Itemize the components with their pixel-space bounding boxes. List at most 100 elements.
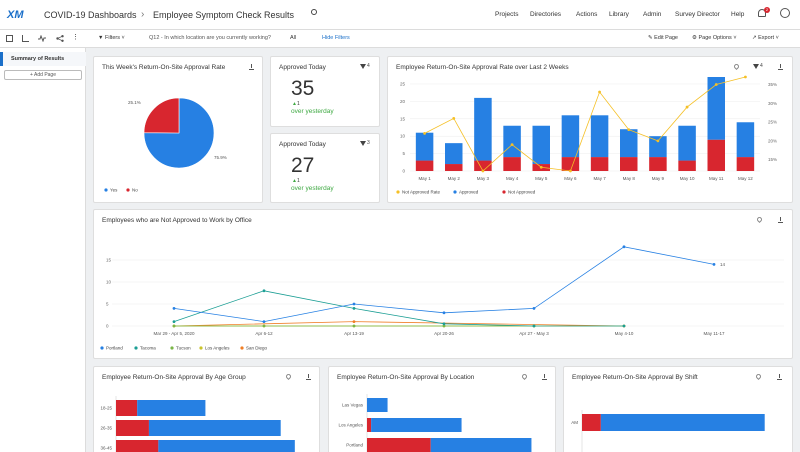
download-icon[interactable] [778, 217, 783, 223]
legend-dot [240, 346, 244, 350]
chevron-down-icon: ˅ [775, 35, 779, 41]
hide-filters-link[interactable]: Hide Filters [322, 35, 350, 41]
bar-segment [600, 414, 765, 431]
legend-label: San Diego [246, 346, 268, 351]
filter-question[interactable]: Q12 - In which location are you currentl… [149, 35, 271, 41]
bell-icon[interactable] [758, 9, 766, 17]
x-tick-label: Apr 6-12 [255, 331, 273, 336]
legend-dot [199, 346, 203, 350]
export-icon: ↗ [752, 35, 757, 41]
download-icon[interactable] [542, 374, 547, 380]
filter-icon[interactable] [360, 64, 366, 69]
bar-segment [137, 400, 206, 416]
export-button[interactable]: ↗ Export ˅ [752, 35, 779, 41]
category-label: Portland [346, 443, 363, 448]
approval-by-age-widget: Employee Return-On-Site Approval By Age … [93, 366, 320, 452]
bar-segment [116, 440, 159, 452]
sidebar-item-summary[interactable]: Summary of Results [0, 52, 86, 66]
bar-not-approved [707, 139, 725, 171]
rate-point [452, 116, 456, 120]
layout-icon[interactable] [6, 35, 13, 42]
series-point [352, 320, 356, 323]
download-icon[interactable] [306, 374, 311, 380]
series-point [172, 320, 176, 323]
legend-dot [453, 190, 457, 194]
more-icon[interactable]: ⋮ [72, 34, 79, 41]
x-tick-label: Mar 29 - Apr 5, 2020 [153, 331, 195, 336]
download-icon[interactable] [778, 64, 783, 70]
edit-page-button[interactable]: ✎ Edit Page [648, 35, 678, 41]
bar-segment [148, 420, 281, 436]
y-tick-label: 15 [106, 258, 112, 263]
share-icon[interactable] [56, 35, 64, 42]
legend-dot [502, 190, 506, 194]
breadcrumb-dashboards[interactable]: COVID-19 Dashboards [44, 10, 137, 20]
series-point [532, 307, 536, 310]
bar-segment [116, 400, 138, 416]
legend-label: Portland [106, 346, 123, 351]
pulse-icon[interactable] [38, 34, 46, 43]
nav-actions[interactable]: Actions [576, 11, 598, 18]
series-point [712, 263, 716, 266]
x-tick-label: May 3 [477, 176, 490, 181]
series-point [442, 324, 446, 328]
bar-not-approved [561, 157, 580, 171]
legend-dot-yes [104, 188, 108, 192]
y-tick-label: 20 [400, 99, 406, 104]
bar-segment [158, 440, 295, 452]
nav-projects[interactable]: Projects [495, 11, 519, 18]
bar-segment [116, 420, 149, 436]
filter-count: 4 [367, 63, 370, 69]
rate-point [598, 90, 601, 94]
pie-chart: 75.9% 25.1% Yes No [104, 97, 227, 193]
delta-label: over yesterday [291, 185, 334, 192]
download-icon[interactable] [777, 374, 782, 380]
series-point [532, 324, 536, 328]
not-approved-by-office-widget: Employees who are Not Approved to Work b… [93, 209, 793, 359]
bar-segment [367, 418, 372, 432]
chart-icon[interactable] [22, 35, 29, 42]
filter-icon[interactable] [753, 64, 759, 69]
delta-value: 1 [297, 178, 300, 184]
nav-survey-director[interactable]: Survey Director [675, 11, 720, 18]
category-label: 36-45 [100, 446, 112, 451]
legend-dot-no [126, 188, 130, 192]
x-tick-label: May 12 [738, 176, 753, 181]
x-tick-label: May 4-10 [615, 331, 634, 336]
series-point [622, 324, 626, 328]
bar-approved [678, 125, 696, 161]
nav-library[interactable]: Library [609, 11, 629, 18]
legend-dot [396, 190, 400, 194]
y-tick-label: 0 [402, 169, 405, 174]
widget-title: Employee Return-On-Site Approval By Shif… [572, 374, 698, 381]
x-tick-label: May 5 [535, 176, 548, 181]
filter-icon[interactable] [360, 141, 366, 146]
legend-label: Tacoma [140, 346, 156, 351]
series-point [442, 322, 446, 326]
bar-approved [415, 132, 434, 161]
filters-dropdown[interactable]: ▼ Filters ˅ [98, 35, 125, 41]
bar-segment [371, 418, 462, 432]
series-point [262, 320, 266, 323]
nav-help[interactable]: Help [731, 11, 745, 18]
xm-logo[interactable]: XM [7, 9, 24, 21]
filter-value[interactable]: All [290, 35, 297, 41]
legend-label: Not Approved [508, 190, 536, 195]
y-tick-label: 0 [106, 324, 109, 329]
legend-label: Tucson [176, 346, 191, 351]
add-page-button[interactable]: + Add Page [4, 70, 82, 80]
nav-directories[interactable]: Directories [530, 11, 562, 18]
nav-admin[interactable]: Admin [643, 11, 662, 18]
series-point [172, 324, 176, 328]
page-options-button[interactable]: ⚙ Page Options ˅ [692, 35, 737, 41]
user-icon[interactable] [780, 8, 790, 18]
approval-by-location-widget: Employee Return-On-Site Approval By Loca… [328, 366, 556, 452]
breadcrumb-dashboard[interactable]: Employee Symptom Check Results [153, 10, 295, 20]
page-options-label: Page Options [698, 35, 732, 41]
widget-title: Approved Today [279, 141, 326, 148]
category-label: Las Vegas [342, 403, 364, 408]
bar-segment [367, 398, 388, 412]
bar-not-approved [474, 160, 492, 171]
gear-icon[interactable] [311, 9, 317, 15]
download-icon[interactable] [249, 64, 254, 70]
